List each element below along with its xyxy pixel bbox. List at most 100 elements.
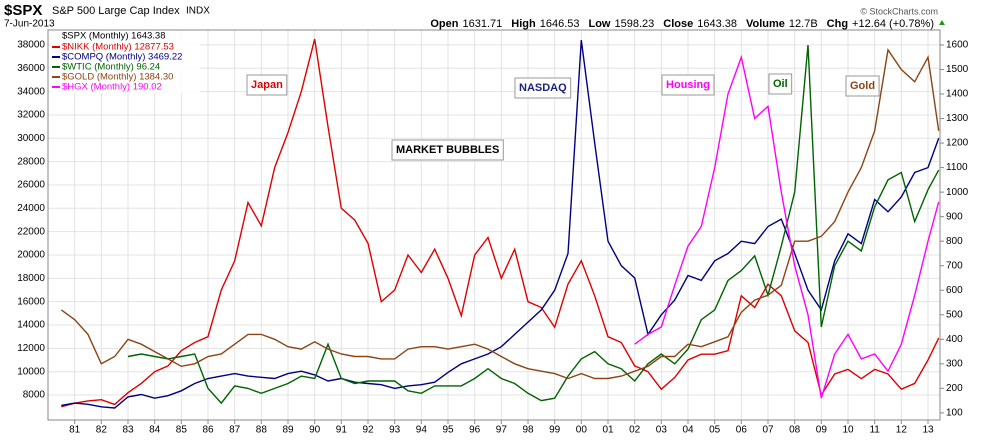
y2-tick-label: 400 bbox=[946, 334, 963, 345]
y-tick-label: 16000 bbox=[17, 296, 45, 307]
y-tick-label: 26000 bbox=[17, 180, 45, 191]
y-tick-label: 34000 bbox=[17, 86, 45, 97]
x-tick-label: 04 bbox=[682, 425, 694, 436]
x-tick-label: 10 bbox=[842, 425, 854, 436]
date: 7-Jun-2013 bbox=[4, 19, 55, 30]
x-tick-label: 00 bbox=[576, 425, 588, 436]
x-tick-label: 84 bbox=[149, 425, 161, 436]
quote-value: +12.64 (+0.78%) bbox=[852, 18, 934, 30]
annotation-box bbox=[246, 74, 288, 96]
y2-tick-label: 600 bbox=[946, 285, 963, 296]
symbol: $SPX bbox=[4, 2, 42, 19]
y-tick-label: 36000 bbox=[17, 63, 45, 74]
quote-label: Open bbox=[430, 18, 458, 30]
annotation-box bbox=[768, 73, 793, 95]
x-tick-label: 83 bbox=[122, 425, 134, 436]
series-line bbox=[60, 48, 940, 380]
x-tick-label: 05 bbox=[709, 425, 721, 436]
y2-tick-label: 500 bbox=[946, 309, 963, 320]
annotation: Housing bbox=[666, 79, 710, 91]
y-tick-label: 38000 bbox=[17, 40, 45, 51]
legend-label: $NIKK (Monthly) 12877.53 bbox=[62, 42, 174, 53]
annotation: Oil bbox=[773, 78, 788, 90]
y2-tick-label: 1300 bbox=[946, 113, 969, 124]
quote: +12.64 (+0.78%) Chg 12.7B Volume 1643.38 Clos… bbox=[430, 18, 934, 30]
annotation: Gold bbox=[850, 80, 875, 92]
x-tick-label: 97 bbox=[496, 425, 508, 436]
y2-tick-label: 1200 bbox=[946, 138, 969, 149]
y2-tick-label: 700 bbox=[946, 260, 963, 271]
quote-value: 1631.71 bbox=[463, 18, 503, 30]
x-tick-label: 13 bbox=[922, 425, 934, 436]
x-tick-label: 86 bbox=[202, 425, 214, 436]
x-tick-label: 87 bbox=[229, 425, 241, 436]
x-tick-label: 08 bbox=[789, 425, 801, 436]
legend-label: $HGX (Monthly) 190.02 bbox=[62, 82, 162, 93]
legend-label: $GOLD (Monthly) 1384.30 bbox=[62, 72, 173, 83]
quote-label: Chg bbox=[827, 18, 848, 30]
y-tick-label: 32000 bbox=[17, 110, 45, 121]
y-tick-label: 20000 bbox=[17, 250, 45, 261]
x-tick-label: 07 bbox=[762, 425, 774, 436]
x-tick-label: 12 bbox=[896, 425, 908, 436]
x-tick-label: 91 bbox=[336, 425, 348, 436]
y-tick-label: 24000 bbox=[17, 203, 45, 214]
y2-tick-label: 900 bbox=[946, 211, 963, 222]
y-tick-label: 18000 bbox=[17, 273, 45, 284]
y2-tick-label: 1000 bbox=[946, 187, 969, 198]
series-line bbox=[127, 44, 940, 405]
series-line bbox=[634, 54, 940, 399]
y2-tick-label: 1600 bbox=[946, 40, 969, 51]
quote-value: 12.7B bbox=[789, 18, 818, 30]
annotation: MARKET BUBBLES bbox=[396, 144, 499, 156]
chart-title: S&P 500 Large Cap Index bbox=[52, 5, 180, 17]
x-tick-label: 93 bbox=[389, 425, 401, 436]
plot-frame bbox=[47, 29, 941, 421]
y2-tick-label: 1500 bbox=[946, 64, 969, 75]
legend-label: $COMPQ (Monthly) 3469.22 bbox=[62, 52, 182, 63]
x-tick-label: 92 bbox=[362, 425, 374, 436]
x-tick-label: 81 bbox=[69, 425, 81, 436]
annotation-box bbox=[514, 77, 572, 99]
x-tick-label: 99 bbox=[549, 425, 561, 436]
y-tick-label: 8000 bbox=[23, 390, 46, 401]
series-line bbox=[61, 40, 940, 409]
x-tick-label: 01 bbox=[602, 425, 614, 436]
series-line bbox=[61, 38, 940, 408]
y2-tick-label: 1100 bbox=[946, 162, 968, 173]
x-tick-label: 89 bbox=[282, 425, 294, 436]
legend-header: $SPX (Monthly) 1643.38 bbox=[62, 31, 166, 42]
y-tick-label: 22000 bbox=[17, 226, 45, 237]
x-tick-label: 90 bbox=[309, 425, 321, 436]
x-tick-label: 85 bbox=[176, 425, 188, 436]
y2-tick-label: 1400 bbox=[946, 89, 969, 100]
annotation: Japan bbox=[251, 79, 283, 91]
quote-label: High bbox=[511, 18, 536, 30]
quote-label: Volume bbox=[746, 18, 785, 30]
y-tick-label: 10000 bbox=[17, 366, 45, 377]
x-tick-label: 88 bbox=[256, 425, 268, 436]
y2-tick-label: 200 bbox=[946, 383, 963, 394]
x-tick-label: 96 bbox=[469, 425, 481, 436]
quote-value: 1643.38 bbox=[697, 18, 737, 30]
x-tick-label: 95 bbox=[442, 425, 454, 436]
annotation-box bbox=[391, 139, 504, 161]
y2-tick-label: 100 bbox=[946, 408, 963, 419]
y-tick-label: 12000 bbox=[17, 343, 45, 354]
x-tick-label: 11 bbox=[869, 425, 880, 436]
y-tick-label: 14000 bbox=[17, 320, 45, 331]
annotation: NASDAQ bbox=[519, 82, 567, 94]
y-tick-label: 28000 bbox=[17, 156, 45, 167]
y-tick-label: 30000 bbox=[17, 133, 45, 144]
legend-bg bbox=[50, 31, 200, 93]
x-tick-label: 02 bbox=[629, 425, 641, 436]
x-tick-label: 98 bbox=[522, 425, 534, 436]
y2-tick-label: 300 bbox=[946, 358, 963, 369]
annotation-box bbox=[845, 75, 880, 97]
quote-value: 1598.23 bbox=[614, 18, 654, 30]
quote-label: Low bbox=[588, 18, 610, 30]
copyright: © StockCharts.com bbox=[860, 6, 938, 16]
exchange: INDX bbox=[186, 6, 210, 17]
x-tick-label: 94 bbox=[416, 425, 428, 436]
